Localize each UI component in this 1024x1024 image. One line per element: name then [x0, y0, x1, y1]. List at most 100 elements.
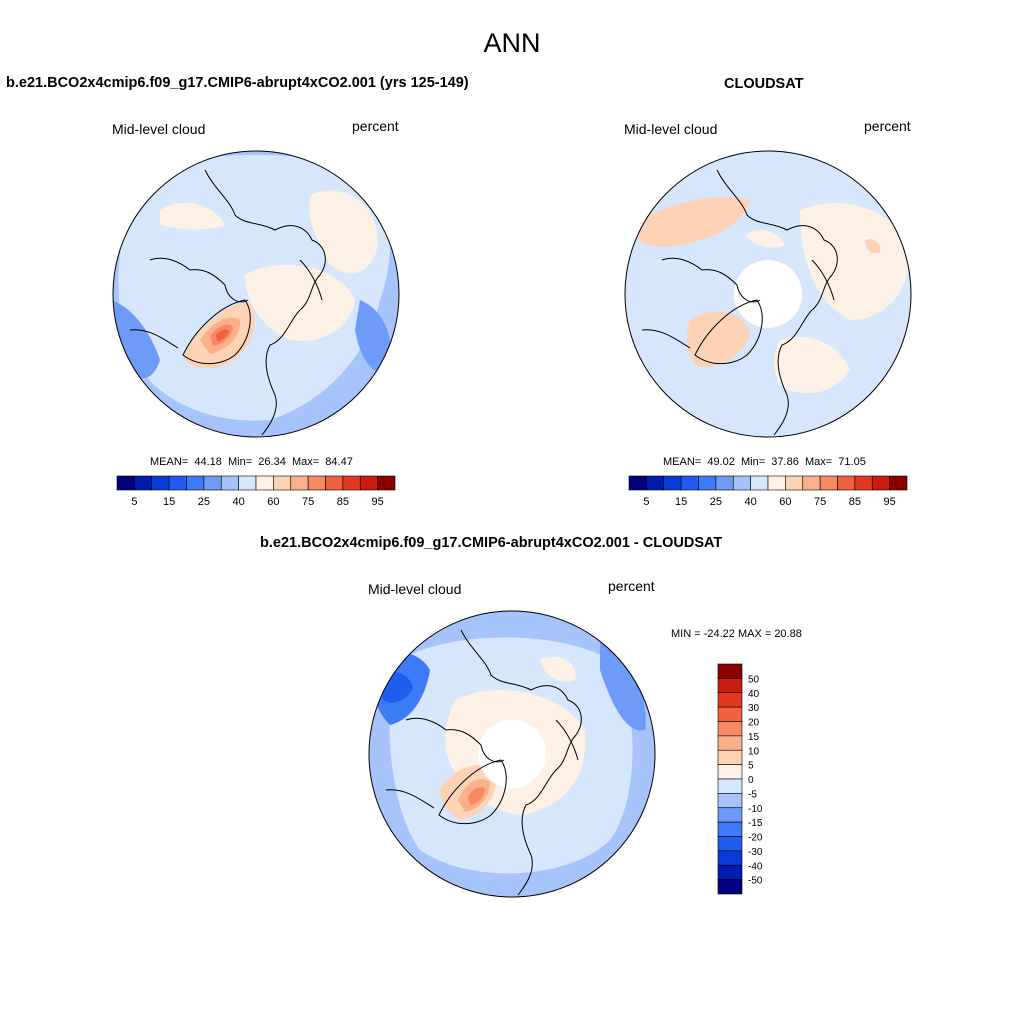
colorbar-tick-label: -30 [748, 847, 763, 858]
colorbar-swatch [767, 475, 786, 491]
colorbar-tick-label: 25 [198, 496, 210, 508]
panel1-variable-label: Mid-level cloud [112, 121, 206, 137]
panel2-stats: MEAN= 49.02 Min= 37.86 Max= 71.05 [663, 456, 866, 468]
colorbar-swatch [819, 475, 838, 491]
colorbar-swatch [151, 475, 170, 491]
colorbar-swatch [871, 475, 890, 491]
colorbar-tick-label: -15 [748, 818, 763, 829]
colorbar-swatch [717, 764, 743, 780]
panel1-coastlines [129, 169, 326, 436]
colorbar-swatch [698, 475, 717, 491]
colorbar-swatch [717, 706, 743, 722]
colorbar-swatch [854, 475, 873, 491]
colorbar-swatch [134, 475, 153, 491]
colorbar-swatch [255, 475, 274, 491]
panel2-colorbar: 5 15 25 40 60 75 85 95 [628, 475, 908, 508]
colorbar-swatch [732, 475, 751, 491]
colorbar-swatch [717, 678, 743, 694]
colorbar-tick-label: -50 [748, 876, 763, 887]
panel2-variable-label: Mid-level cloud [624, 121, 718, 137]
panel1-map [113, 151, 399, 437]
colorbar-tick-label: -40 [748, 861, 763, 872]
colorbar-tick-label: 15 [748, 732, 760, 743]
colorbar-tick-label: 20 [748, 718, 760, 729]
colorbar-tick-label: -10 [748, 804, 763, 815]
panel1-fill-pacific [160, 202, 225, 230]
panel3-title: b.e21.BCO2x4cmip6.f09_g17.CMIP6-abrupt4x… [260, 535, 723, 551]
panel1-fill-europe [245, 264, 355, 341]
colorbar-tick-label: 50 [748, 674, 760, 685]
colorbar-swatch [889, 475, 908, 491]
panel3-coastlines [385, 629, 582, 896]
colorbar-swatch [802, 475, 821, 491]
colorbar-tick-label: -20 [748, 833, 763, 844]
colorbar-tick-label: 75 [814, 496, 826, 508]
colorbar-swatch [717, 663, 743, 679]
panel2-fill-europe [774, 336, 850, 394]
colorbar-tick-label: 60 [267, 496, 279, 508]
colorbar-swatch [203, 475, 222, 491]
colorbar-swatch [717, 749, 743, 765]
colorbar-swatch [646, 475, 665, 491]
panel1-map-border [112, 150, 400, 438]
colorbar-swatch [717, 836, 743, 852]
panel1-units-label: percent [352, 118, 399, 134]
colorbar-tick-label: 95 [884, 496, 896, 508]
colorbar-swatch [717, 778, 743, 794]
colorbar-tick-label: 85 [849, 496, 861, 508]
colorbar-tick-label: 30 [748, 703, 760, 714]
panel2-fill-greenland [687, 311, 750, 367]
panel3-map-border [368, 610, 656, 898]
panel2-title: CLOUDSAT [724, 76, 804, 92]
colorbar-swatch [273, 475, 292, 491]
colorbar-swatch [359, 475, 378, 491]
panel2-map [625, 151, 911, 437]
figure-title: ANN [483, 28, 541, 58]
panel2-missing-pole [734, 260, 802, 328]
colorbar-tick-label: 25 [710, 496, 722, 508]
panel1-stats: MEAN= 44.18 Min= 26.34 Max= 84.47 [150, 456, 353, 468]
colorbar-swatch [220, 475, 239, 491]
colorbar-tick-label: -5 [748, 789, 757, 800]
panel2-fill-pacific [630, 196, 750, 247]
panel1-colorbar: 5 15 25 40 60 75 85 95 [116, 475, 396, 508]
panel2-map-border [624, 150, 912, 438]
panel1-fill-siberia [309, 190, 379, 274]
colorbar-swatch [717, 821, 743, 837]
colorbar-swatch [785, 475, 804, 491]
panel3-units-label: percent [608, 578, 655, 594]
colorbar-swatch [307, 475, 326, 491]
colorbar-tick-label: 5 [748, 761, 754, 772]
colorbar-tick-label: 0 [748, 775, 754, 786]
colorbar-swatch [680, 475, 699, 491]
colorbar-tick-label: 5 [643, 496, 649, 508]
colorbar-swatch [717, 864, 743, 880]
panel3-map [369, 611, 655, 897]
colorbar-swatch [750, 475, 769, 491]
colorbar-swatch [715, 475, 734, 491]
colorbar-swatch [342, 475, 361, 491]
colorbar-tick-label: 15 [163, 496, 175, 508]
colorbar-tick-label: 85 [337, 496, 349, 508]
colorbar-swatch [717, 793, 743, 809]
colorbar-swatch [717, 735, 743, 751]
colorbar-swatch [186, 475, 205, 491]
colorbar-swatch [663, 475, 682, 491]
colorbar-swatch [238, 475, 257, 491]
panel3-variable-label: Mid-level cloud [368, 581, 462, 597]
colorbar-tick-label: 40 [233, 496, 245, 508]
panel3-missing-pole [478, 720, 546, 788]
colorbar-tick-label: 10 [748, 746, 760, 757]
colorbar-tick-label: 40 [748, 689, 760, 700]
colorbar-swatch [717, 879, 743, 895]
colorbar-tick-label: 40 [745, 496, 757, 508]
colorbar-swatch [325, 475, 344, 491]
panel3-stats: MIN = -24.22 MAX = 20.88 [671, 628, 802, 640]
colorbar-swatch [717, 721, 743, 737]
colorbar-tick-label: 5 [131, 496, 137, 508]
colorbar-tick-label: 15 [675, 496, 687, 508]
colorbar-swatch [717, 807, 743, 823]
colorbar-swatch [717, 850, 743, 866]
panel2-coastlines [641, 169, 838, 436]
